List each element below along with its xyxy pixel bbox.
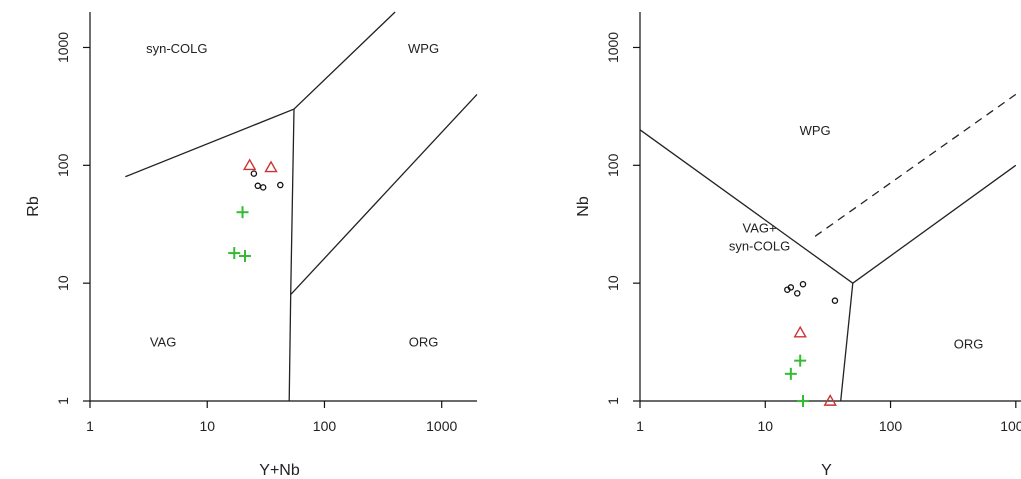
left-circle-point [278,182,283,187]
right-y-tick-label: 10 [605,275,621,291]
left-y-tick-label: 1000 [55,32,71,63]
left-x-tick-label: 1 [86,418,94,434]
right-circle-point [795,291,800,296]
right-x-tick-label: 100 [879,418,903,434]
right-triangle-point [825,396,836,406]
right-y-tick-label: 100 [605,153,621,177]
rb-vs-ynb-plot: 1 10 100 1000 1 10 100 1000 Y+Nb Rb syn-COLG WPG VAG… [25,12,477,479]
left-plus-point [237,206,249,218]
left-x-axis-title: Y+Nb [259,462,300,479]
left-x-tick-label: 100 [313,418,337,434]
right-x-axis-title: Y [821,462,832,479]
right-y-tick-label: 1 [605,397,621,405]
right-y-axis-title: Nb [575,196,592,217]
left-triangle-point [244,160,255,170]
left-field-boundary-2 [289,109,294,401]
right-field-boundary-1 [640,130,1016,283]
right-field-label: ORG [954,336,984,351]
left-field-label: WPG [408,41,439,56]
right-field-label: WPG [800,123,831,138]
right-field-label: syn-COLG [729,238,790,253]
right-plus-point [785,368,797,380]
left-field-label: syn-COLG [146,41,207,56]
left-x-tick-label: 10 [199,418,215,434]
left-circle-point [261,185,266,190]
right-x-tick-label: 10 [757,418,773,434]
left-x-tick-label: 1000 [426,418,457,434]
left-field-label: ORG [409,335,439,350]
right-plus-point [797,395,809,407]
left-plus-point [239,250,251,262]
left-y-tick-label: 100 [55,153,71,177]
right-field-boundary-2 [841,283,853,401]
right-plus-point [794,355,806,367]
nb-vs-y-plot: 1 10 100 1000 1 10 100 1000 Y Nb WPG VAG+ syn-COLG OR… [575,12,1021,479]
left-plus-point [228,247,240,259]
right-y-tick-label: 1000 [605,32,621,63]
right-circle-point [832,298,837,303]
left-y-axis-title: Rb [25,196,42,217]
left-y-tick-label: 10 [55,275,71,291]
right-field-boundary-3 [815,94,1016,236]
right-circle-point [800,282,805,287]
right-triangle-point [795,327,806,337]
left-triangle-point [266,162,277,172]
right-field-label: VAG+ [742,220,776,235]
left-field-boundary-3 [291,94,477,294]
right-x-tick-label: 1000 [1000,418,1021,434]
right-x-tick-label: 1 [636,418,644,434]
left-field-label: VAG [150,335,177,350]
left-circle-point [255,183,260,188]
left-field-boundary-1 [125,12,395,177]
left-y-tick-label: 1 [55,397,71,405]
left-circle-point [251,171,256,176]
